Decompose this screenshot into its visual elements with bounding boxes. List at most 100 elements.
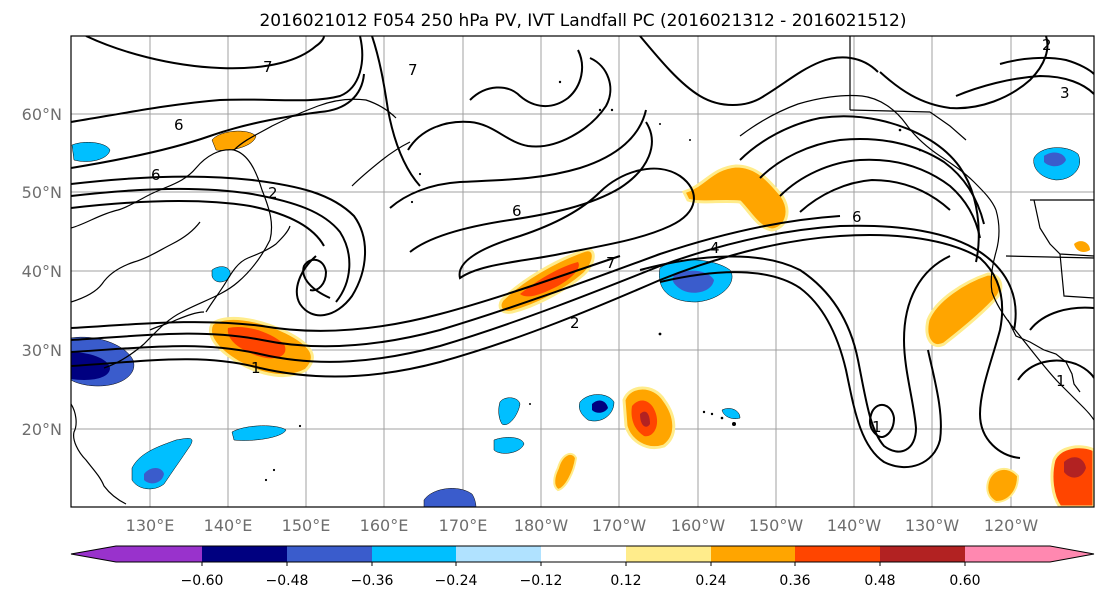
contour-jet-2 — [71, 224, 1017, 363]
fill-pos-160w-20n-inner — [640, 411, 650, 427]
contour-upper-b — [469, 49, 584, 107]
contour-label-group: 6 6 7 2 6 7 2 4 1 6 7 1 3 2 1 — [151, 36, 1070, 436]
contour-alaska-e — [799, 178, 951, 213]
contour-east-cutoff — [1029, 306, 1094, 331]
contour-label: 4 — [710, 239, 720, 257]
lon-tick-label: 150°W — [749, 516, 804, 535]
lat-tick-label: 60°N — [22, 105, 62, 124]
contour-label: 2 — [570, 314, 580, 332]
contour-label: 2 — [268, 184, 278, 202]
lon-tick-label: 180°W — [514, 516, 569, 535]
contour-jet-4 — [71, 255, 621, 332]
colorbar-tick-label: 0.12 — [610, 573, 641, 589]
contour-label: 7 — [408, 61, 418, 79]
lon-axis: 130°E 140°E 150°E 160°E 170°E 180°W 170°… — [126, 516, 1039, 535]
colorbar-tick-label: 0.36 — [779, 573, 810, 589]
lon-tick-label: 130°W — [905, 516, 960, 535]
contour-alaska-c — [759, 137, 985, 225]
map-panel: 6 6 7 2 6 7 2 4 1 6 7 1 3 2 1 — [70, 35, 1095, 508]
pv-contours — [71, 36, 1094, 468]
colorbar-seg — [711, 546, 795, 562]
colorbar-seg — [116, 546, 202, 562]
colorbar-seg — [372, 546, 456, 562]
contour-label: 7 — [263, 58, 273, 76]
contour-jet-3 — [71, 215, 841, 348]
lat-tick-label: 30°N — [22, 341, 62, 360]
fill-neg-east-asia-core — [71, 352, 110, 380]
pv-anomaly-fills — [71, 130, 1094, 507]
contour-label: 3 — [1060, 84, 1070, 102]
fill-neg-subtrop-west-core — [144, 468, 164, 484]
lat-tick-label: 50°N — [22, 183, 62, 202]
contour-upper-c — [371, 36, 421, 187]
contour-label: 6 — [512, 202, 522, 220]
colorbar-tick-label: 0.24 — [695, 573, 726, 589]
fill-pos-150w — [681, 164, 789, 232]
fill-pos-east-edge-core — [1064, 457, 1086, 478]
contour-label: 2 — [1042, 36, 1052, 54]
colorbar-tick-label: 0.60 — [949, 573, 980, 589]
fill-neg-160w-core — [672, 270, 714, 293]
contour-cutoff — [869, 403, 896, 438]
contour-mid-loop-3 — [389, 109, 647, 209]
colorbar-seg — [202, 546, 287, 562]
contour-mid-loop — [458, 167, 695, 280]
fill-neg-20n-150e — [231, 425, 287, 441]
contour-east-cutoff-2 — [1017, 359, 1094, 381]
fill-pos-west-coast — [925, 272, 1003, 347]
contour-label: 6 — [174, 116, 184, 134]
fill-neg-180-a — [498, 397, 521, 426]
colorbar-seg — [795, 546, 880, 562]
contour-upper-a — [407, 57, 612, 151]
fill-neg-east-edge-core — [1044, 152, 1066, 167]
contour-trough-east — [639, 255, 951, 453]
map-frame — [70, 35, 1095, 508]
contour-jet-1 — [71, 233, 1021, 459]
contour-upper-d — [71, 36, 364, 123]
contour-label: 7 — [606, 254, 616, 272]
colorbar-seg — [456, 546, 541, 562]
lon-tick-label: 170°E — [439, 516, 488, 535]
colorbar-outline — [70, 545, 1095, 563]
fill-pos-120w — [986, 467, 1020, 504]
colorbar-ticks — [201, 562, 966, 566]
colorbar-tick-label: −0.24 — [435, 573, 478, 589]
colorbar: −0.60 −0.48 −0.36 −0.24 −0.12 0.12 0.24 … — [70, 545, 1095, 589]
contour-ridge-d — [302, 258, 331, 299]
colorbar-tick-label: −0.36 — [351, 573, 394, 589]
contour-label: 6 — [151, 166, 161, 184]
lat-tick-label: 40°N — [22, 262, 62, 281]
colorbar-seg — [965, 546, 1094, 562]
lon-tick-label: 140°E — [204, 516, 253, 535]
fill-neg-kamchatka — [71, 142, 111, 162]
contour-label: 1 — [251, 359, 261, 377]
contour-upper-f — [85, 36, 325, 70]
contour-label: 1 — [1056, 372, 1066, 390]
colorbar-tick-label: −0.60 — [181, 573, 224, 589]
colorbar-tick-label: 0.48 — [864, 573, 895, 589]
contour-ne-b — [955, 74, 1094, 97]
colorbar-tick-label: −0.48 — [266, 573, 309, 589]
colorbar-seg — [880, 546, 965, 562]
contour-alaska-d — [779, 158, 981, 239]
contour-trough-east-2 — [659, 271, 942, 468]
lat-tick-label: 20°N — [22, 420, 62, 439]
contour-upper-e — [71, 73, 365, 169]
figure-title: 2016021012 F054 250 hPa PV, IVT Landfall… — [259, 11, 906, 31]
lon-tick-label: 130°E — [126, 516, 175, 535]
contour-mid-loop-2 — [409, 121, 653, 253]
coastlines — [71, 36, 1094, 505]
lon-tick-label: 170°W — [592, 516, 647, 535]
contour-ridge-a — [71, 175, 366, 317]
lat-axis: 60°N 50°N 40°N 30°N 20°N — [22, 105, 62, 439]
fill-pos-pacific-nw — [1074, 241, 1090, 252]
contour-label: 6 — [852, 208, 862, 226]
contour-ridge-b — [71, 187, 351, 303]
lon-tick-label: 140°W — [827, 516, 882, 535]
colorbar-tick-label: −0.12 — [520, 573, 563, 589]
colorbar-seg — [626, 546, 711, 562]
contour-label: 1 — [872, 418, 882, 436]
lon-tick-label: 150°E — [282, 516, 331, 535]
fill-neg-180-b — [493, 437, 525, 454]
